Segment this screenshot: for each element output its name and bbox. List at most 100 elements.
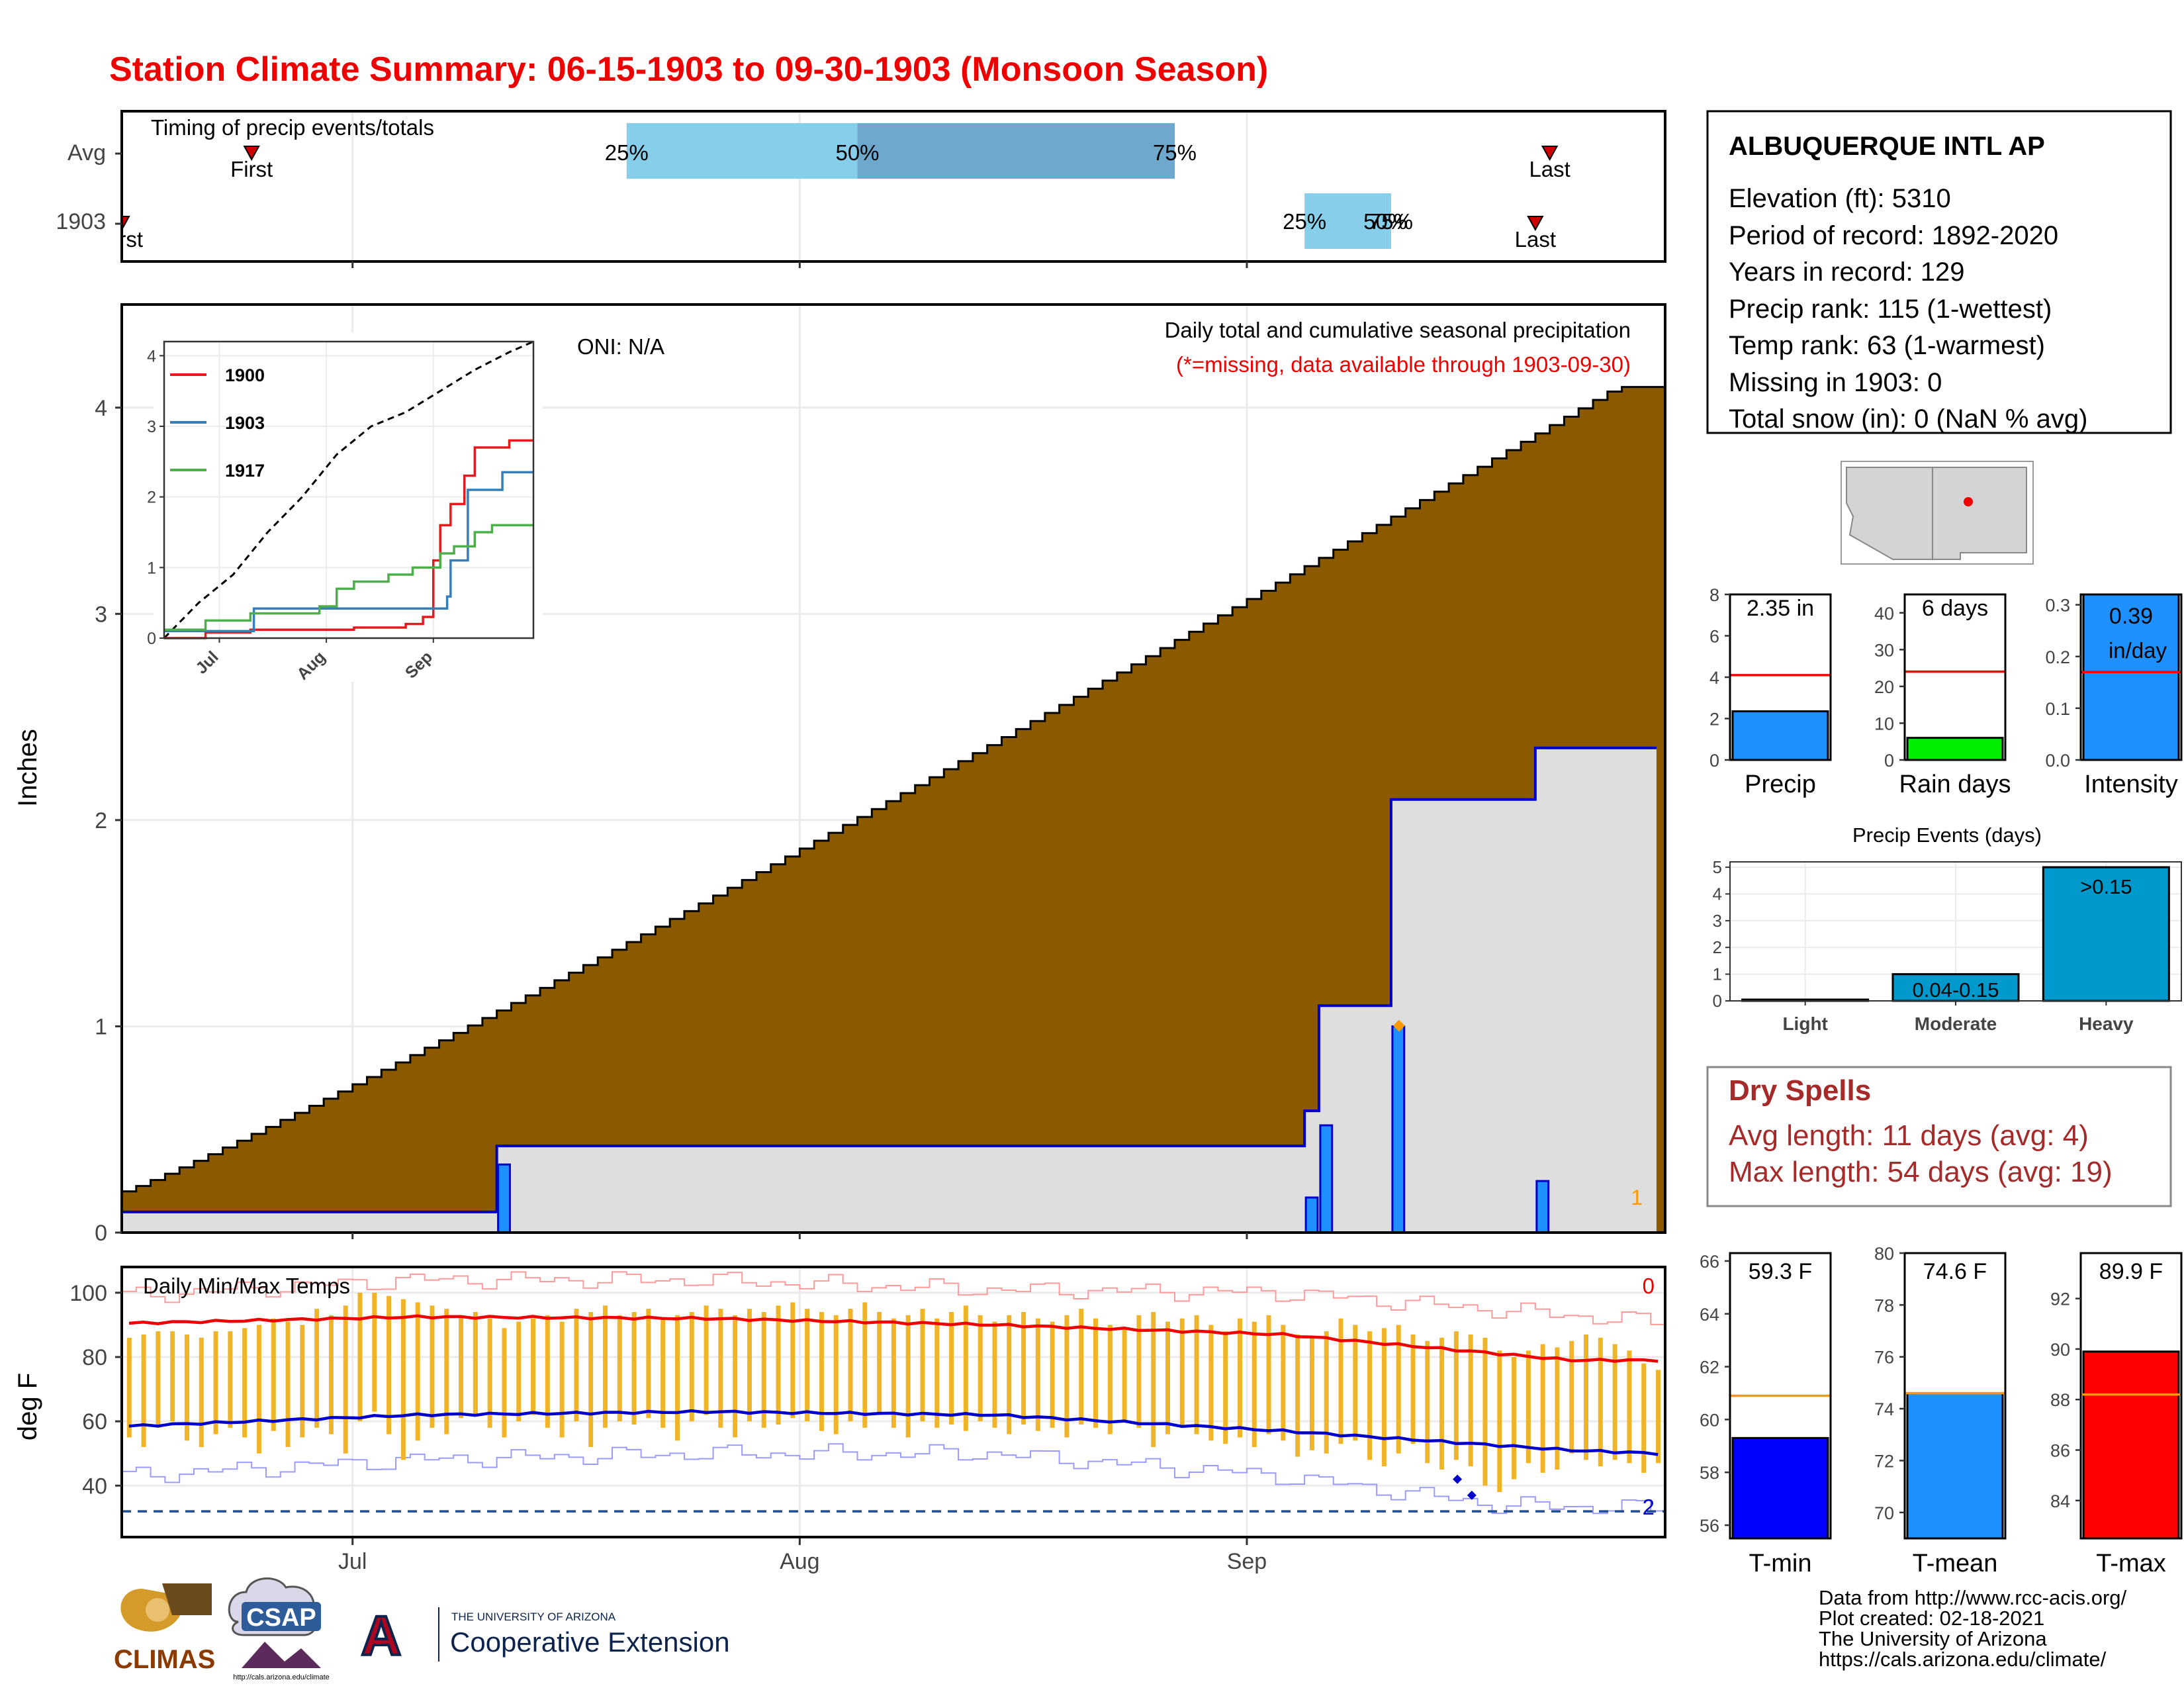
rain_days-bg	[1905, 594, 2005, 760]
inset-legend-label-1903: 1903	[225, 413, 265, 433]
temps-daily-bar-73	[1179, 1318, 1185, 1428]
tmax-label: T-max	[2096, 1550, 2166, 1577]
temps-title: Daily Min/Max Temps	[143, 1274, 350, 1298]
temps-daily-bar-93	[1468, 1335, 1473, 1467]
tmean-ytick-label-3: 76	[1874, 1348, 1894, 1368]
temps-daily-bar-12	[300, 1325, 305, 1438]
temps-ytick-label-80: 80	[82, 1345, 107, 1370]
temps-daily-bar-106	[1656, 1370, 1661, 1464]
temps-daily-bar-27	[516, 1321, 522, 1422]
rain_days-ytick-label-0: 0	[1884, 751, 1894, 771]
month-axis: Jul Aug Sep	[338, 261, 1267, 1574]
temps-daily-bar-21	[430, 1305, 435, 1428]
intensity-value-label: 0.39	[2109, 604, 2153, 629]
temps-daily-bar-80	[1281, 1325, 1286, 1441]
temps-daily-bar-40	[704, 1305, 709, 1415]
dry-max: Max length: 54 days (avg: 19)	[1729, 1156, 2113, 1188]
temps-daily-bar-88	[1396, 1325, 1401, 1454]
temps-daily-bar-1	[141, 1335, 146, 1447]
timing-last-marker-avg	[1541, 146, 1559, 162]
timing-p75-avg: 75%	[1153, 140, 1197, 165]
temps-daily-bar-45	[776, 1305, 781, 1425]
temps-daily-bar-98	[1540, 1344, 1545, 1473]
temps-daily-bar-83	[1324, 1331, 1329, 1454]
dry-spells-box: Dry Spells Avg length: 11 days (avg: 4) …	[1706, 1066, 2172, 1207]
precip-year-cumulative-line	[122, 746, 1657, 1213]
timing-first-label-avg: First	[230, 157, 273, 181]
tmin-ytick-label-0: 56	[1700, 1516, 1719, 1536]
tmin-ytick-label-3: 62	[1700, 1358, 1719, 1378]
timing-row-year: 1903	[56, 209, 106, 234]
dry-title: Dry Spells	[1729, 1074, 1871, 1107]
temps-daily-bar-104	[1627, 1350, 1632, 1464]
tmean-bar	[1906, 1392, 2004, 1540]
inset-legend-label-1900: 1900	[225, 365, 265, 385]
temps-daily-bar-68	[1107, 1325, 1113, 1434]
precip-daily-bar-0	[497, 1163, 511, 1234]
temps-daily-bar-52	[877, 1312, 882, 1415]
temps-daily-bar-29	[545, 1315, 550, 1428]
temps-daily-bar-87	[1381, 1328, 1387, 1467]
precip-year-cumulative-fill	[122, 747, 1657, 1233]
events-ytick-label-0: 0	[1713, 991, 1722, 1011]
station-box: ALBUQUERQUE INTL AP Elevation (ft): 5310…	[1706, 110, 2172, 434]
temps-daily-bar-81	[1295, 1335, 1300, 1457]
precip-highlight-point	[1392, 1019, 1405, 1032]
temps-daily-bar-57	[949, 1312, 954, 1425]
tmin-ytick-label-2: 60	[1700, 1410, 1719, 1430]
ua-logo: A THE UNIVERSITY OF ARIZONA Cooperative …	[360, 1603, 730, 1668]
temps-daily-bar-8	[242, 1328, 248, 1438]
precip-note: (*=missing, data available through 1903-…	[1176, 352, 1631, 377]
month-label-Aug: Aug	[780, 1549, 820, 1574]
events-frame	[1729, 861, 2182, 1002]
station-line-missing: Missing in 1903: 0	[1729, 368, 1942, 397]
footer-line-university: The University of Arizona	[1819, 1627, 2047, 1650]
temps-daily-bar-42	[733, 1315, 738, 1438]
station-line-period: Period of record: 1892-2020	[1729, 221, 2058, 250]
temps-daily-bar-103	[1612, 1344, 1617, 1460]
tmean-ytick-label-2: 74	[1874, 1399, 1894, 1419]
temps-daily-bar-13	[314, 1309, 320, 1428]
temps-daily-bar-43	[747, 1309, 752, 1422]
temps-daily-bar-36	[646, 1309, 651, 1419]
temps-daily-bar-28	[531, 1318, 536, 1415]
climas-logo: CLIMAS	[114, 1583, 215, 1674]
locator-map	[1841, 461, 2034, 565]
map-station-dot	[1964, 497, 1973, 506]
temps-daily-bar-15	[343, 1305, 348, 1454]
temps-daily-bar-61	[1007, 1315, 1012, 1434]
precip-ytick-label-0: 0	[95, 1221, 107, 1246]
temps-daily-bar-32	[588, 1312, 594, 1447]
tmax-ytick-label-1: 86	[2050, 1441, 2070, 1461]
timing-bar-50-75-yr	[1385, 193, 1391, 249]
dry-avg: Avg length: 11 days (avg: 4)	[1729, 1119, 2089, 1152]
temps-daily-bar-72	[1165, 1321, 1170, 1434]
footer-line-date: Plot created: 02-18-2021	[1819, 1607, 2044, 1630]
precip-daily-bar-3	[1391, 1025, 1406, 1234]
temps-daily-bar-101	[1584, 1335, 1589, 1460]
timing-p50-yr: 50%	[1363, 209, 1407, 234]
temps-daily-bar-94	[1482, 1337, 1488, 1486]
timing-first-marker-yr	[123, 216, 130, 229]
temps-daily-bar-23	[459, 1315, 464, 1419]
intensity-value-unit: in/day	[2109, 638, 2167, 663]
csap-logo-text: CSAP	[246, 1604, 316, 1632]
rain_days-ytick-label-4: 40	[1874, 604, 1894, 624]
timing-p50-avg: 50%	[835, 140, 879, 165]
ua-logo-small: THE UNIVERSITY OF ARIZONA	[451, 1611, 616, 1623]
temps-daily-bar-22	[444, 1309, 449, 1434]
temps-daily-bar-85	[1353, 1325, 1358, 1441]
intensity-ytick-label-1: 0.1	[2045, 699, 2070, 719]
ua-logo-large: Cooperative Extension	[450, 1626, 730, 1658]
tmin-ytick-label-1: 58	[1700, 1463, 1719, 1483]
temps-daily-bar-19	[400, 1299, 406, 1460]
temps-daily-bar-74	[1194, 1315, 1199, 1434]
events-ytick-label-3: 3	[1713, 911, 1722, 931]
inset-series-line-1903	[164, 471, 533, 633]
rain_days-ytick-label-3: 30	[1874, 640, 1894, 660]
temps-daily-bar-4	[184, 1335, 189, 1441]
precip_total-ytick-label-3: 6	[1709, 627, 1719, 647]
temps-daily-bar-5	[199, 1337, 204, 1447]
temps-daily-bar-63	[1035, 1318, 1040, 1431]
